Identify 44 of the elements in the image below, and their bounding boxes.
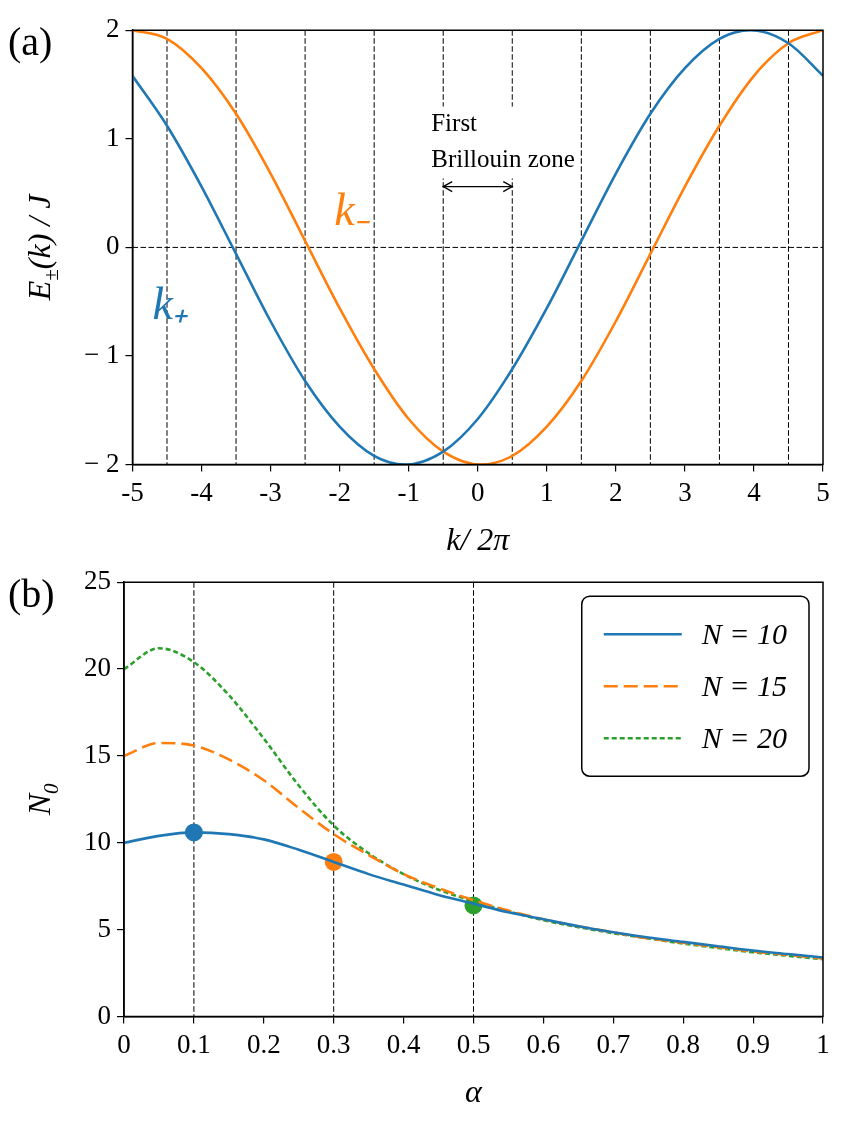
y-axis-title: E±(k) / J	[21, 192, 63, 302]
x-tick-label: 1	[816, 1028, 830, 1059]
x-tick-label: 2	[609, 476, 623, 507]
y-tick-label: 10	[84, 825, 111, 856]
x-tick-label: -2	[328, 476, 351, 507]
x-tick-label: 3	[678, 476, 692, 507]
series-label: k₋	[334, 184, 371, 236]
x-tick-label: 0.6	[526, 1028, 561, 1059]
chart-title: (a)	[8, 18, 53, 64]
x-tick-label: 1	[540, 476, 554, 507]
legend-label: N = 15	[700, 669, 788, 703]
x-tick-label: 5	[816, 476, 830, 507]
annotation: First Brillouin zone	[431, 108, 575, 172]
x-tick-label: 4	[747, 476, 762, 507]
y-tick-label: 0	[105, 230, 120, 261]
y-tick-label: 0	[97, 999, 111, 1030]
x-tick-label: 0.8	[666, 1028, 701, 1059]
x-tick-label: -1	[397, 476, 420, 507]
x-tick-label: 0	[470, 476, 485, 507]
y-tick-label: − 2	[83, 447, 120, 478]
legend-label: N = 10	[700, 617, 788, 651]
chart-title: (b)	[8, 570, 55, 616]
x-tick-label: 0.2	[246, 1028, 281, 1059]
x-tick-label: -4	[190, 476, 214, 507]
legend-label: N = 20	[700, 721, 788, 755]
x-tick-label: 0.1	[177, 1028, 211, 1059]
y-tick-label: 15	[84, 739, 111, 770]
x-tick-label: 0.5	[456, 1028, 491, 1059]
x-tick-label: 0.3	[316, 1028, 351, 1059]
x-tick-label: -3	[259, 476, 282, 507]
y-tick-label: 2	[105, 13, 120, 44]
y-tick-label: 5	[97, 912, 111, 943]
x-tick-label: -5	[121, 476, 144, 507]
x-axis-title: α	[465, 1073, 484, 1109]
x-tick-label: 0.9	[736, 1028, 770, 1059]
y-axis-title: N0	[21, 782, 63, 817]
x-axis-title: k/ 2π	[446, 521, 511, 557]
x-tick-label: 0.4	[386, 1028, 421, 1059]
y-tick-label: 1	[105, 121, 120, 152]
x-tick-label: 0.7	[596, 1028, 631, 1059]
y-tick-label: 20	[84, 652, 111, 683]
y-tick-label: − 1	[83, 339, 120, 370]
y-tick-label: 25	[84, 565, 111, 596]
series-label: k₊	[152, 278, 189, 330]
